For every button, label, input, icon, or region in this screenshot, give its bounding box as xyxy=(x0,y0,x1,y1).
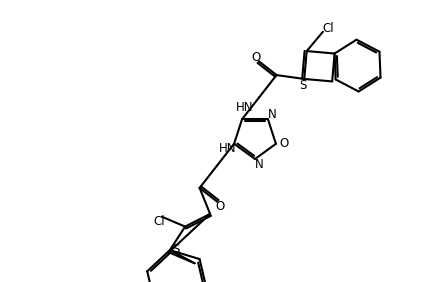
Text: HN: HN xyxy=(219,142,236,155)
Text: Cl: Cl xyxy=(153,215,165,228)
Text: Cl: Cl xyxy=(322,22,334,35)
Text: S: S xyxy=(300,80,307,92)
Text: S: S xyxy=(172,243,180,256)
Text: HN: HN xyxy=(236,101,254,114)
Text: O: O xyxy=(251,51,261,64)
Text: O: O xyxy=(279,137,289,150)
Text: N: N xyxy=(254,158,263,171)
Text: N: N xyxy=(267,108,276,121)
Text: O: O xyxy=(215,200,225,213)
